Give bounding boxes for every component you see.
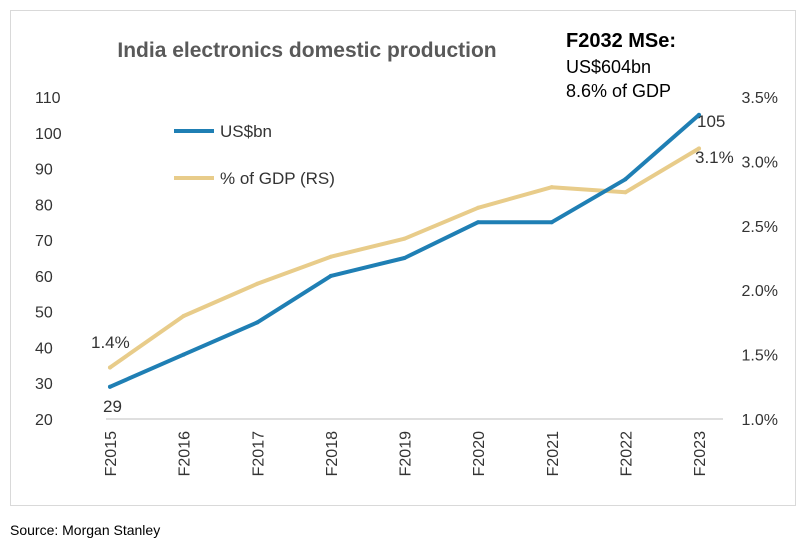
usd-point — [623, 177, 628, 182]
usd-point — [549, 220, 554, 225]
usd-point — [108, 384, 112, 389]
series-gdp — [108, 146, 701, 370]
gdp-point — [697, 146, 701, 151]
legend-label-gdp: % of GDP (RS) — [220, 169, 335, 188]
x-tick-label: F2020 — [471, 431, 488, 476]
usd-line — [108, 112, 701, 389]
left-tick-label: 30 — [35, 376, 53, 393]
x-tick-label: F2019 — [398, 431, 415, 476]
gdp-point — [328, 254, 333, 259]
left-tick-label: 60 — [35, 269, 53, 286]
left-tick-label: 50 — [35, 305, 53, 322]
right-tick-label: 1.5% — [742, 348, 778, 365]
gdp-point — [255, 281, 260, 286]
x-tick-label: F2022 — [618, 431, 635, 476]
data-label-usd-first: 29 — [103, 397, 122, 416]
left-tick-label: 100 — [35, 126, 62, 143]
left-axis-ticks: 20 30 40 50 60 70 80 90 100 110 — [35, 90, 62, 429]
usd-point — [181, 352, 186, 357]
left-tick-label: 70 — [35, 233, 53, 250]
left-tick-label: 40 — [35, 340, 53, 357]
x-tick-label: F2023 — [692, 431, 709, 476]
x-axis-ticks: F2015 F2016 F2017 F2018 F2019 F2020 F2021 F2022… — [103, 431, 709, 476]
left-tick-label: 80 — [35, 197, 53, 214]
right-axis-ticks: 1.0% 1.5% 2.0% 2.5% 3.0% 3.5% — [742, 90, 778, 429]
usd-point — [697, 112, 701, 117]
data-label-usd-last: 105 — [697, 112, 725, 131]
data-label-gdp-first: 1.4% — [91, 333, 130, 352]
left-tick-label: 20 — [35, 412, 53, 429]
x-tick-label: F2021 — [545, 431, 562, 476]
usd-point — [255, 320, 260, 325]
right-tick-label: 2.0% — [742, 283, 778, 300]
x-tick-label: F2015 — [103, 431, 120, 476]
gdp-point — [623, 190, 628, 195]
data-label-gdp-last: 3.1% — [695, 148, 734, 167]
gdp-point — [402, 236, 407, 241]
annotation-line-2: 8.6% of GDP — [566, 81, 671, 101]
legend: US$bn % of GDP (RS) — [174, 122, 335, 188]
usd-point — [476, 220, 481, 225]
x-tick-label: F2016 — [177, 431, 194, 476]
x-tick-label: F2017 — [250, 431, 267, 476]
series-usd — [108, 112, 701, 389]
gdp-point — [476, 205, 481, 210]
right-tick-label: 1.0% — [742, 412, 778, 429]
gdp-point — [549, 185, 554, 190]
right-tick-label: 2.5% — [742, 219, 778, 236]
usd-point — [328, 273, 333, 278]
right-tick-label: 3.0% — [742, 154, 778, 171]
left-tick-label: 110 — [35, 90, 61, 107]
annotation-line-1: US$604bn — [566, 57, 651, 77]
gdp-point — [181, 313, 186, 318]
annotation-heading: F2032 MSe: — [566, 30, 676, 52]
line-chart: India electronics domestic production F2… — [35, 30, 778, 476]
x-tick-label: F2018 — [324, 431, 341, 476]
left-tick-label: 90 — [35, 162, 53, 179]
right-tick-label: 3.5% — [742, 90, 778, 107]
gdp-point — [108, 365, 112, 370]
legend-label-usd: US$bn — [220, 122, 272, 141]
chart-title: India electronics domestic production — [117, 39, 496, 62]
usd-point — [402, 256, 407, 260]
source-note: Source: Morgan Stanley — [10, 522, 161, 538]
chart-frame: India electronics domestic production F2… — [10, 10, 796, 506]
